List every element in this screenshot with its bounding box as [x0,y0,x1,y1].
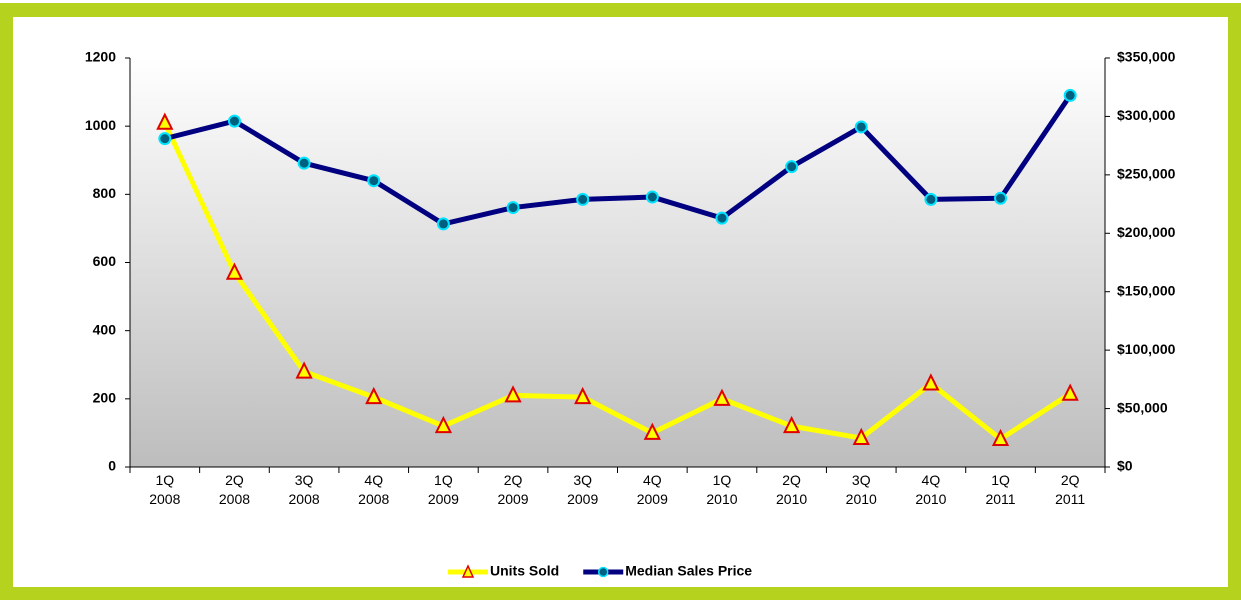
marker [924,192,938,206]
marker [994,191,1008,205]
marker [225,262,244,280]
marker [713,388,731,406]
x-tick-label: 2Q 2011 [1055,472,1085,507]
marker [158,132,172,146]
marker [506,201,520,215]
marker [434,415,453,434]
y2-tick-label: $150,000 [1117,282,1176,298]
marker [295,361,313,379]
x-tick-label: 4Q 2008 [358,472,389,507]
marker [643,422,661,440]
x-tick-label: 1Q 2011 [985,472,1015,507]
legend-label: Units Sold [490,563,559,579]
x-tick-label: 3Q 2008 [289,472,320,507]
marker [436,217,450,231]
x-tick-label: 3Q 2010 [846,472,877,507]
y-tick-label: 400 [93,321,117,337]
x-tick-label: 2Q 2010 [776,472,807,507]
x-tick-label: 1Q 2008 [149,472,180,507]
y-tick-label: 200 [93,390,117,406]
y2-tick-label: $50,000 [1117,399,1168,415]
x-tick-label: 4Q 2010 [915,472,946,507]
x-tick-label: 1Q 2009 [428,472,459,507]
marker [365,386,383,405]
y-tick-label: 1000 [85,117,116,133]
marker [156,112,174,130]
y-tick-label: 1200 [85,49,116,65]
marker [297,156,311,170]
marker [991,428,1010,447]
series-line [162,121,1072,442]
x-tick-label: 3Q 2009 [567,472,598,507]
y-tick-label: 0 [108,458,116,474]
marker [922,373,940,391]
y-tick-label: 600 [93,253,117,269]
marker [785,160,799,174]
y-tick-label: 800 [93,185,117,201]
y2-tick-label: $300,000 [1117,107,1176,123]
x-tick-label: 2Q 2008 [219,472,250,507]
x-tick-label: 2Q 2009 [497,472,528,507]
series-line [164,93,1073,227]
y2-tick-label: $200,000 [1117,224,1176,240]
marker [1063,88,1077,102]
x-tick-label: 4Q 2009 [637,472,668,507]
x-tick-label: 1Q 2010 [706,472,737,507]
legend-marker [597,566,609,578]
marker [854,120,868,134]
marker [367,174,381,188]
marker [227,114,241,128]
marker [574,386,592,405]
marker [1061,383,1079,401]
marker [852,427,870,446]
y2-tick-label: $100,000 [1117,341,1176,357]
marker [504,385,522,403]
legend-marker [461,564,475,578]
y2-tick-label: $350,000 [1117,49,1176,65]
marker [715,211,729,225]
plot-area [130,58,1105,467]
y2-tick-label: $0 [1117,458,1133,474]
marker [782,415,801,434]
marker [645,190,659,204]
marker [576,192,590,206]
legend-label: Median Sales Price [625,563,752,579]
y2-tick-label: $250,000 [1117,166,1176,182]
